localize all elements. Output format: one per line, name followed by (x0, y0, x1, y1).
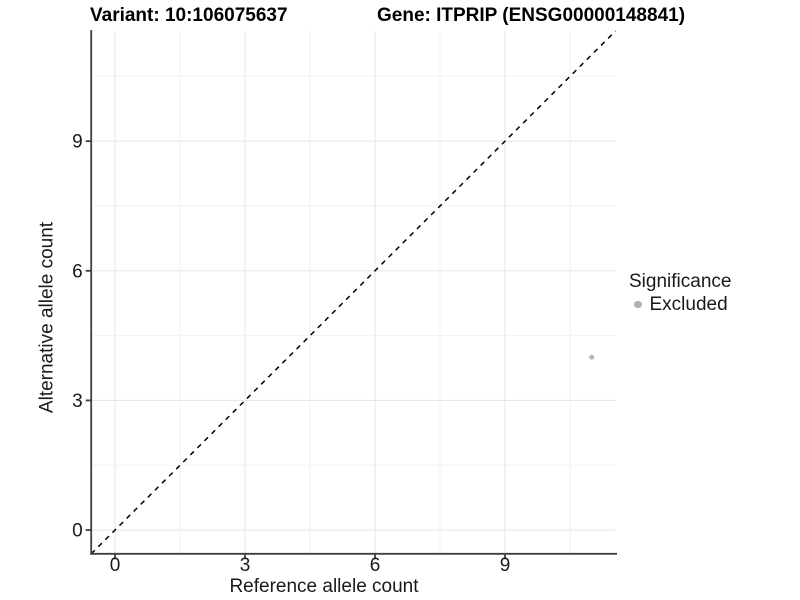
y-tick-label: 3 (72, 391, 83, 412)
plot-title-gene: Gene: ITPRIP (ENSG00000148841) (377, 5, 686, 26)
legend-item-label: Excluded (649, 293, 728, 315)
y-tick-label: 9 (72, 132, 83, 153)
x-tick-label: 9 (500, 555, 511, 576)
legend: Significance Excluded (629, 270, 731, 316)
legend-title: Significance (629, 271, 732, 292)
y-tick-label: 6 (72, 261, 83, 282)
legend-point-icon (634, 300, 642, 309)
x-tick-label: 6 (370, 555, 381, 576)
y-axis-title: Alternative allele count (36, 221, 58, 414)
plot-title-variant: Variant: 10:106075637 (90, 5, 288, 26)
x-axis-title: Reference allele count (229, 576, 419, 597)
x-tick-label: 3 (240, 555, 251, 576)
x-tick-label: 0 (110, 555, 121, 576)
identity-line (90, 30, 617, 555)
legend-item-excluded: Excluded (629, 293, 731, 316)
y-tick-label: 0 (72, 521, 83, 542)
data-point (589, 354, 595, 360)
